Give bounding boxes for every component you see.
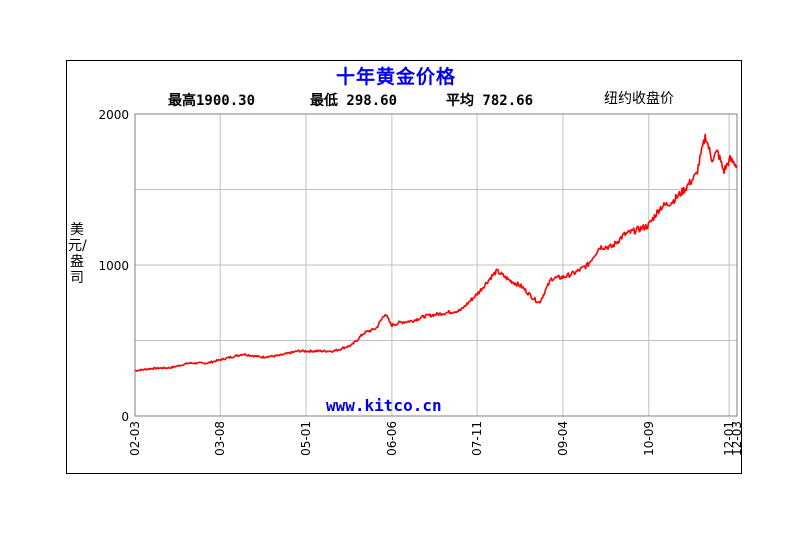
plot-area (134, 113, 738, 417)
x-tick-label: 10-09 (642, 421, 656, 456)
market-label: 纽约收盘价 (604, 91, 674, 107)
x-tick-label: 03-08 (213, 421, 227, 456)
x-tick-label: 12-01 (722, 421, 736, 456)
stat-average: 平均 782.66 (446, 93, 534, 109)
y-tick-label: 1000 (98, 259, 129, 273)
y-tick-label: 2000 (98, 108, 129, 122)
stat-high: 最高1900.30 (168, 93, 256, 109)
y-axis-label: 美元/盎司 (68, 222, 87, 286)
y-tick-label: 0 (121, 410, 129, 424)
x-tick-label: 07-11 (470, 421, 484, 456)
stat-low: 最低 298.60 (310, 93, 398, 109)
chart-title: 十年黄金价格 (335, 66, 456, 88)
grid (134, 113, 738, 417)
x-tick-label: 05-01 (299, 421, 313, 456)
x-tick-label: 12-03 (730, 421, 744, 456)
gold-price-line (134, 133, 738, 372)
x-tick-label: 06-06 (385, 421, 399, 456)
series-layer (134, 133, 738, 372)
x-tick-label: 09-04 (556, 421, 570, 456)
chart-frame (66, 60, 742, 474)
source-link[interactable]: www.kitco.cn (326, 396, 442, 415)
x-tick-label: 02-03 (128, 421, 142, 456)
axes: 0 1000 2000 02-03 03-08 05-01 06-06 07-11 09-04 1… (98, 108, 744, 456)
